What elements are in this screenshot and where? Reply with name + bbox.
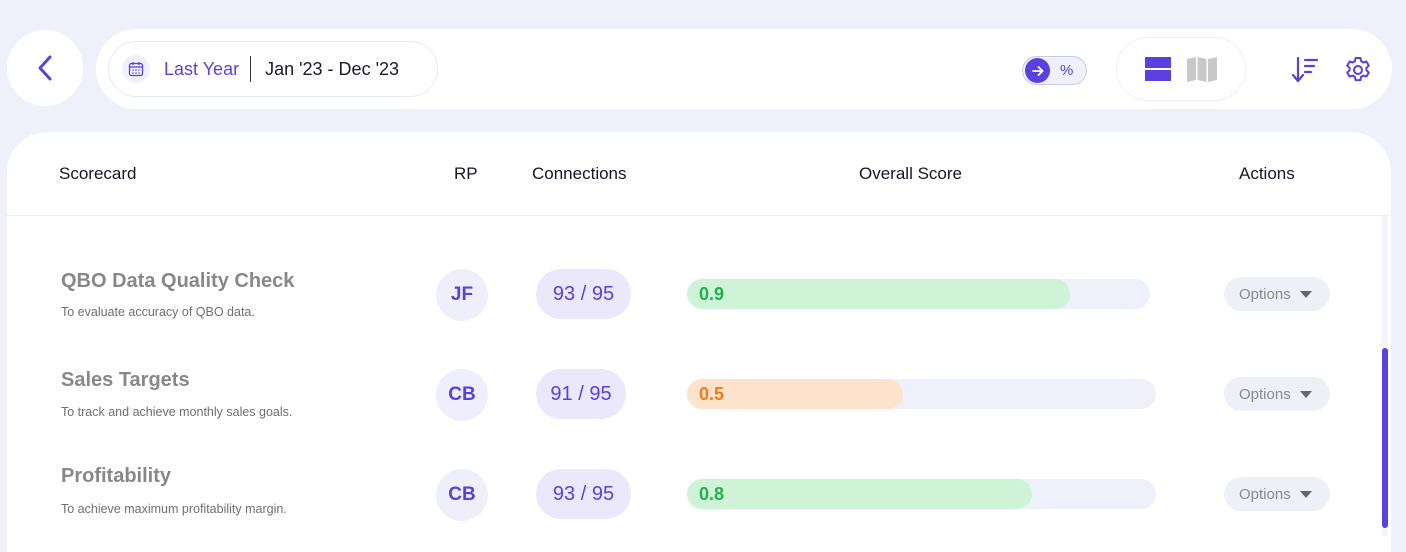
header-rp[interactable]: RP: [454, 164, 478, 183]
score-bar: 0.5: [687, 379, 1156, 409]
options-label: Options: [1239, 285, 1291, 303]
list-view-button[interactable]: [1144, 56, 1172, 82]
options-dropdown[interactable]: Options: [1224, 277, 1330, 311]
chevron-left-icon: [38, 55, 52, 81]
avatar: CB: [436, 469, 488, 521]
avatar: JF: [436, 269, 488, 321]
score-bar: 0.9: [687, 279, 1150, 309]
scorecard-description: To achieve maximum profitability margin.: [61, 502, 287, 516]
scorecard-title[interactable]: QBO Data Quality Check: [61, 270, 295, 292]
options-label: Options: [1239, 385, 1291, 403]
scrollbar-thumb[interactable]: [1382, 348, 1388, 528]
scorecard-title[interactable]: Sales Targets: [61, 369, 190, 391]
percent-toggle-label: %: [1060, 62, 1074, 79]
score-fill: 0.5: [687, 379, 903, 409]
connections-badge[interactable]: 93 / 95: [536, 469, 631, 519]
avatar: CB: [436, 369, 488, 421]
scorecard-title[interactable]: Profitability: [61, 465, 172, 487]
back-button[interactable]: [7, 30, 83, 106]
scorecard-description: To evaluate accuracy of QBO data.: [61, 305, 255, 319]
table-header: Scorecard RP Connections Overall Score A…: [7, 132, 1391, 216]
list-view-icon: [1145, 57, 1171, 81]
options-label: Options: [1239, 485, 1291, 503]
score-bar: 0.8: [687, 479, 1156, 509]
date-separator: [250, 56, 252, 82]
scorecard-table: Scorecard RP Connections Overall Score A…: [7, 132, 1391, 552]
score-value: 0.9: [699, 283, 725, 304]
score-fill: 0.9: [687, 279, 1071, 309]
date-range-text: Jan '23 - Dec '23: [265, 58, 400, 79]
header-connections[interactable]: Connections: [532, 164, 627, 183]
toolbar: Last Year Jan '23 - Dec '23 %: [96, 29, 1392, 109]
date-range-picker[interactable]: Last Year Jan '23 - Dec '23: [108, 41, 438, 97]
score-value: 0.8: [699, 483, 725, 504]
score-fill: 0.8: [687, 479, 1033, 509]
percent-toggle[interactable]: %: [1022, 56, 1087, 85]
table-row[interactable]: Profitability To achieve maximum profita…: [7, 444, 1391, 544]
connections-badge[interactable]: 93 / 95: [536, 269, 631, 319]
map-view-button[interactable]: [1186, 56, 1218, 82]
header-scorecard[interactable]: Scorecard: [59, 164, 137, 183]
caret-down-icon: [1299, 490, 1312, 498]
calendar-icon: [122, 55, 150, 83]
connections-badge[interactable]: 91 / 95: [536, 369, 626, 419]
table-row[interactable]: Sales Targets To track and achieve month…: [7, 344, 1391, 444]
map-view-icon: [1187, 57, 1217, 82]
caret-down-icon: [1299, 390, 1312, 398]
header-overall-score[interactable]: Overall Score: [859, 164, 962, 183]
options-dropdown[interactable]: Options: [1224, 477, 1330, 511]
gear-icon[interactable]: [1343, 55, 1373, 85]
period-label[interactable]: Last Year: [164, 58, 240, 79]
sort-descending-icon[interactable]: [1290, 55, 1320, 85]
arrow-right-icon: [1025, 58, 1050, 83]
score-value: 0.5: [699, 383, 725, 404]
caret-down-icon: [1299, 290, 1312, 298]
options-dropdown[interactable]: Options: [1224, 377, 1330, 411]
view-switch: [1116, 37, 1246, 101]
header-actions: Actions: [1239, 164, 1295, 183]
scrollbar-track[interactable]: [1382, 216, 1388, 536]
table-row[interactable]: QBO Data Quality Check To evaluate accur…: [7, 244, 1391, 344]
scorecard-description: To track and achieve monthly sales goals…: [61, 405, 293, 419]
